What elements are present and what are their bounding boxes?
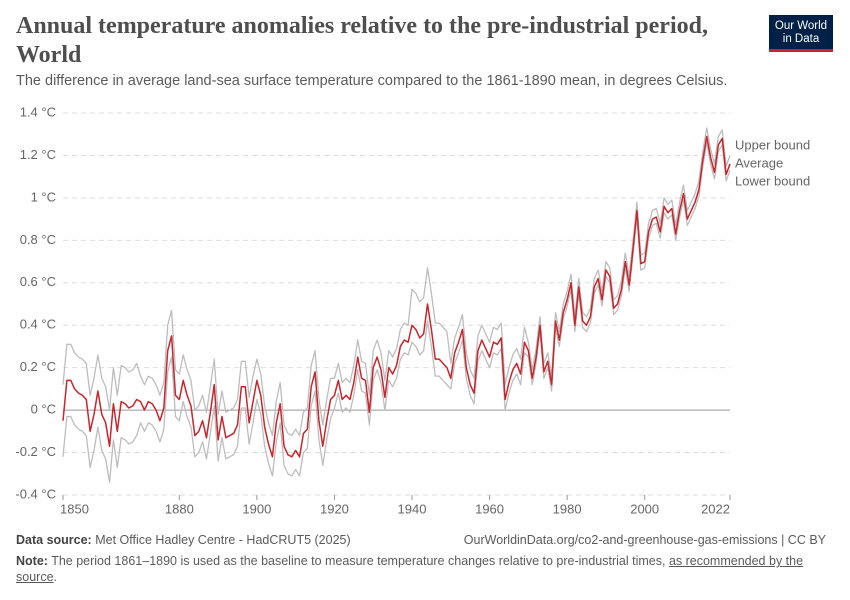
note-label: Note:	[16, 554, 48, 568]
series-line	[62, 127, 731, 437]
chart-title: Annual temperature anomalies relative to…	[16, 13, 708, 68]
y-tick-label: -0.2 °C	[15, 444, 56, 459]
x-tick-label: 1880	[165, 501, 194, 516]
logo-text: in Data	[782, 33, 820, 45]
logo[interactable]: Our World in Data	[769, 15, 833, 52]
y-tick-label: 1 °C	[31, 189, 56, 204]
x-tick-label: 1960	[475, 501, 504, 516]
y-tick-label: 0.2 °C	[20, 359, 56, 374]
legend-label: Average	[735, 155, 783, 170]
y-tick-label: 1.2 °C	[20, 147, 56, 162]
y-tick-label: -0.4 °C	[15, 486, 56, 501]
y-tick-label: 0.4 °C	[20, 317, 56, 332]
x-tick-label: 1850	[60, 501, 89, 516]
series-line	[62, 135, 731, 458]
source-url[interactable]: OurWorldinData.org/co2-and-greenhouse-ga…	[463, 533, 826, 547]
y-tick-label: 1.4 °C	[20, 104, 56, 119]
chart-subtitle: The difference in average land-sea surfa…	[16, 73, 728, 89]
y-tick-label: 0.6 °C	[20, 274, 56, 289]
source-text: Met Office Hadley Centre - HadCRUT5 (202…	[95, 533, 351, 547]
y-tick-label: 0 °C	[31, 402, 56, 417]
x-tick-label: 1940	[398, 501, 427, 516]
legend-label: Lower bound	[735, 173, 810, 188]
note-text: The period 1861–1890 is used as the base…	[51, 554, 666, 568]
note-end: .	[53, 570, 58, 584]
logo-text: Our World	[774, 20, 828, 32]
source: Data source: Met Office Hadley Centre - …	[16, 533, 351, 547]
note-link[interactable]: as recommended by the source	[16, 554, 804, 584]
x-tick-label: 1920	[320, 501, 349, 516]
x-tick-label: 1900	[242, 501, 271, 516]
series-line	[62, 142, 731, 483]
legend-label: Upper bound	[735, 137, 810, 152]
note: Note: The period 1861–1890 is used as th…	[16, 553, 816, 585]
source-label: Data source:	[16, 533, 92, 547]
x-tick-label: 2022	[701, 501, 730, 516]
x-tick-label: 2000	[630, 501, 659, 516]
y-tick-label: 0.8 °C	[20, 232, 56, 247]
x-tick-label: 1980	[553, 501, 582, 516]
